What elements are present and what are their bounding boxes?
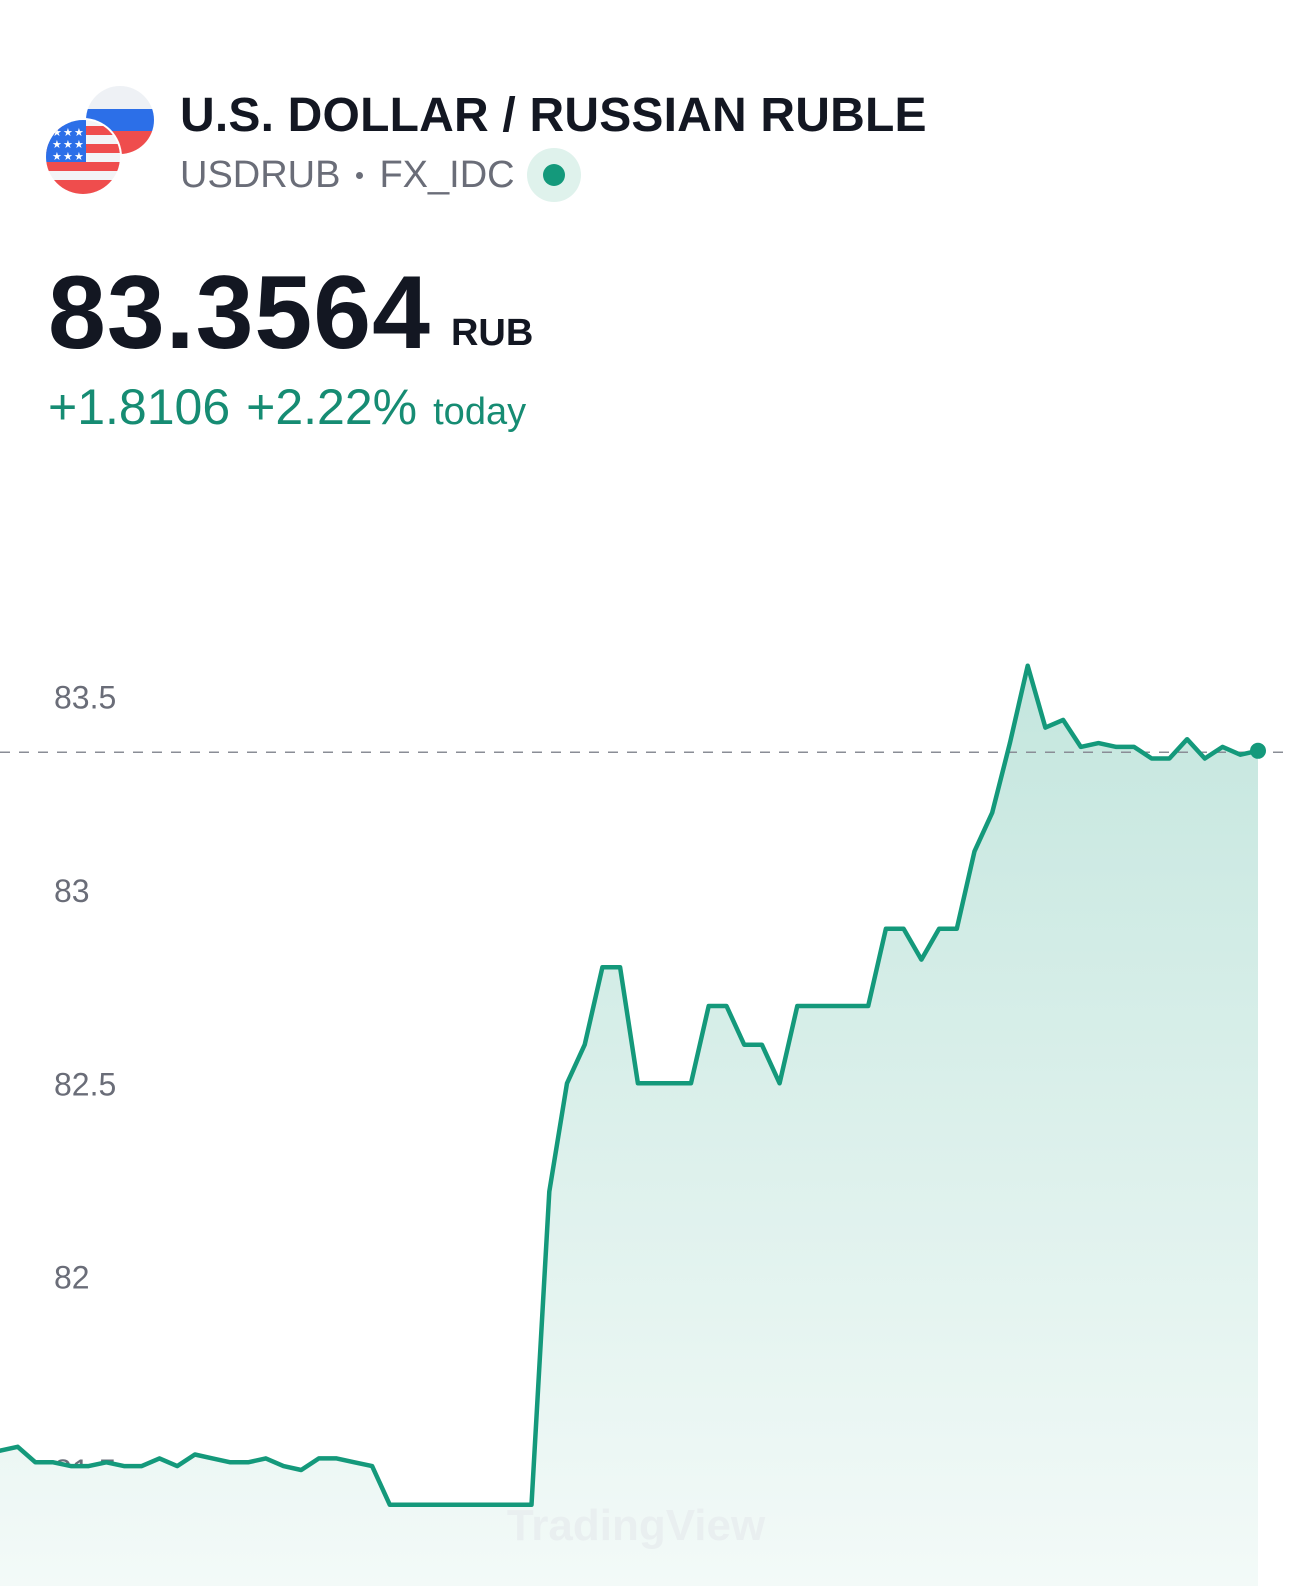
- y-axis-tick-label: 83: [54, 873, 90, 909]
- svg-text:★: ★: [52, 138, 62, 151]
- change-percent: +2.22%: [246, 379, 418, 435]
- svg-text:★: ★: [74, 126, 84, 139]
- svg-text:★: ★: [63, 138, 73, 151]
- price-series-line: [0, 663, 1261, 1508]
- symbol-label: USDRUB: [180, 153, 341, 196]
- us-flag-icon: ★ ★ ★ ★ ★ ★ ★ ★ ★: [46, 120, 120, 194]
- price-row: 83.3564 RUB: [48, 255, 533, 365]
- y-axis-tick-label: 83.5: [54, 680, 116, 716]
- market-status-icon[interactable]: [526, 148, 581, 202]
- price-currency: RUB: [450, 312, 534, 354]
- change-absolute: +1.8106: [48, 379, 231, 435]
- market-open-dot-icon: [542, 164, 565, 186]
- exchange-label: FX_IDC: [379, 153, 515, 196]
- tradingview-watermark: TradingView: [507, 1501, 766, 1550]
- svg-text:★: ★: [74, 138, 84, 151]
- instrument-subline: USDRUB FX_IDC: [180, 148, 581, 202]
- y-axis-tick-label: 82.5: [54, 1066, 116, 1102]
- change-period: today: [433, 391, 527, 433]
- y-axis-tick-label: 82: [54, 1260, 90, 1296]
- separator-dot-icon: [356, 171, 364, 179]
- svg-text:★: ★: [63, 150, 73, 163]
- change-row: +1.8106 +2.22% today: [48, 378, 526, 436]
- svg-text:★: ★: [63, 126, 73, 139]
- instrument-title: U.S. DOLLAR / RUSSIAN RUBLE: [180, 89, 927, 142]
- svg-text:★: ★: [52, 150, 62, 163]
- svg-text:★: ★: [74, 150, 84, 163]
- price-area-fill: [0, 665, 1258, 1586]
- last-price-point[interactable]: [1250, 742, 1266, 759]
- current-price: 83.3564: [48, 255, 431, 371]
- svg-text:★: ★: [52, 126, 62, 139]
- currency-pair-flags-icon: ★ ★ ★ ★ ★ ★ ★ ★ ★: [46, 86, 154, 196]
